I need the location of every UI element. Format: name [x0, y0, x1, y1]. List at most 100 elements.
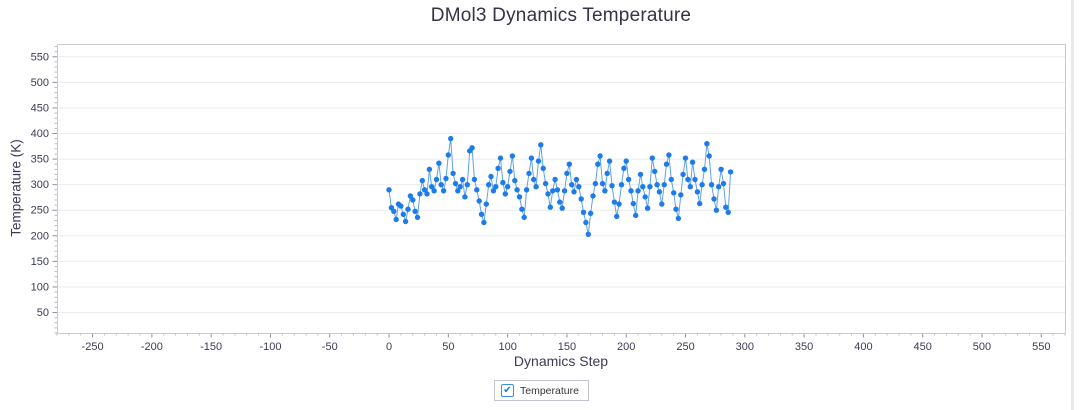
data-point	[421, 187, 428, 193]
data-point	[429, 184, 435, 190]
data-point	[561, 188, 568, 194]
data-point	[611, 199, 618, 205]
y-tick-label: 50	[37, 307, 49, 319]
x-tick-label: 150	[558, 341, 576, 353]
data-point	[663, 161, 670, 167]
data-point	[697, 200, 703, 207]
data-point	[723, 204, 729, 210]
legend-box: ✔ Temperature	[494, 380, 589, 401]
y-tick-label: 250	[31, 205, 49, 217]
data-point	[576, 184, 582, 190]
data-point	[469, 145, 475, 151]
data-point	[699, 182, 705, 188]
y-tick-label: 400	[31, 128, 49, 140]
data-point	[523, 187, 530, 193]
data-point	[618, 182, 625, 188]
data-point	[486, 182, 492, 188]
data-point	[557, 199, 563, 205]
data-point	[533, 184, 539, 190]
x-tick-label: 200	[617, 341, 635, 353]
data-point	[512, 177, 518, 184]
data-point	[448, 135, 454, 142]
y-tick-label: 550	[31, 51, 49, 63]
data-point	[706, 153, 712, 159]
data-point	[718, 166, 724, 172]
data-point	[621, 165, 627, 171]
x-tick-label: 100	[498, 341, 516, 353]
data-point	[391, 208, 397, 214]
data-point	[704, 141, 710, 147]
data-point	[405, 206, 411, 212]
data-point	[687, 184, 693, 190]
x-tick-label: 450	[914, 341, 932, 353]
x-tick-label: 400	[854, 341, 872, 353]
data-point	[519, 206, 525, 212]
data-point	[424, 191, 430, 197]
data-point	[604, 170, 610, 177]
data-point	[497, 155, 504, 161]
data-point	[516, 194, 523, 200]
x-tick-label: 0	[386, 341, 392, 353]
data-point	[599, 180, 606, 187]
data-point	[666, 152, 672, 158]
data-point	[595, 161, 601, 167]
data-point	[640, 184, 646, 190]
plot-border	[57, 44, 1066, 334]
data-point	[504, 184, 511, 190]
data-point	[417, 191, 423, 197]
data-point	[708, 182, 715, 188]
data-point	[694, 189, 701, 195]
data-point	[455, 188, 461, 194]
data-point	[474, 187, 480, 193]
data-point	[526, 170, 532, 177]
data-point	[540, 165, 546, 171]
x-tick-label: -150	[200, 341, 222, 353]
data-point	[438, 182, 444, 188]
data-point	[635, 188, 641, 194]
x-tick-label: -100	[259, 341, 281, 353]
data-point	[547, 204, 553, 210]
data-point	[464, 182, 470, 188]
data-point	[637, 171, 644, 178]
data-point	[628, 188, 634, 194]
data-point	[457, 184, 463, 190]
data-point	[440, 188, 447, 194]
data-point	[583, 219, 589, 226]
data-point	[386, 187, 392, 193]
data-point	[623, 158, 629, 164]
data-point	[393, 216, 399, 223]
data-point	[713, 207, 720, 213]
data-point	[580, 209, 587, 215]
data-point	[419, 177, 425, 184]
data-point	[590, 193, 596, 199]
data-point	[566, 161, 572, 167]
data-point	[644, 205, 651, 211]
y-tick-label: 300	[31, 179, 49, 191]
data-point	[443, 175, 449, 182]
data-point	[478, 211, 485, 217]
data-point	[609, 183, 615, 189]
y-tick-label: 350	[31, 154, 49, 166]
x-tick-label: -200	[141, 341, 163, 353]
data-point	[471, 176, 478, 183]
data-point	[716, 184, 722, 190]
data-point	[398, 203, 404, 209]
temperature-checkbox[interactable]: ✔	[501, 384, 514, 397]
data-point	[431, 188, 437, 194]
data-point	[671, 190, 677, 196]
data-point	[701, 166, 708, 172]
data-point	[500, 179, 506, 186]
data-point	[673, 206, 679, 212]
data-point	[426, 166, 433, 172]
data-point	[573, 176, 580, 183]
data-point	[597, 153, 603, 159]
data-point	[630, 200, 636, 207]
data-point	[564, 170, 570, 177]
data-point	[685, 176, 691, 183]
y-axis-title: Temperature (K)	[8, 139, 24, 237]
data-point	[445, 152, 451, 158]
data-point	[585, 231, 591, 237]
data-point	[531, 176, 537, 183]
data-point	[481, 219, 487, 226]
